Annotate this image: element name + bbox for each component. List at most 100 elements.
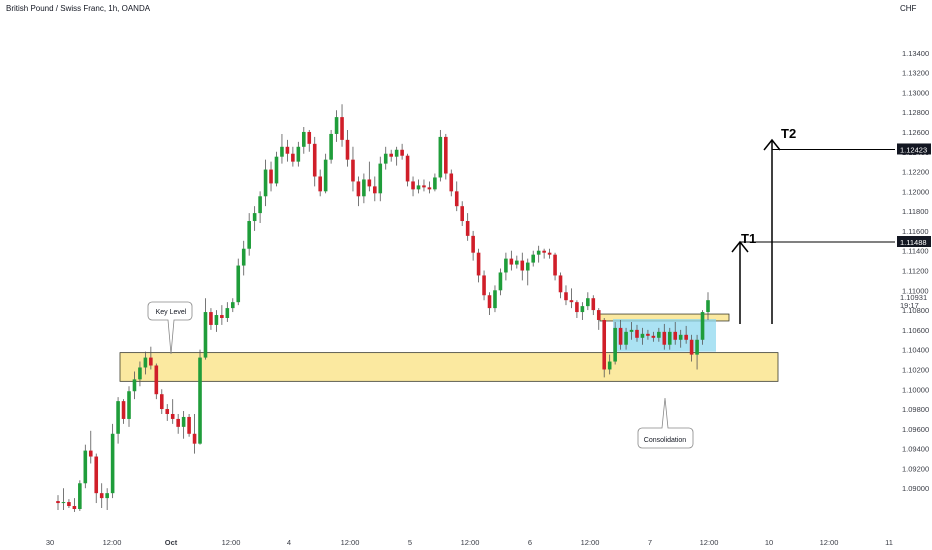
- candle-body: [558, 275, 563, 293]
- candle-body: [296, 146, 301, 162]
- candle-body: [635, 329, 639, 338]
- y-tick-label: 1.10400: [902, 346, 929, 355]
- candle-body: [394, 149, 399, 157]
- candle-body: [629, 329, 634, 332]
- candle: [586, 292, 590, 311]
- candle-body: [301, 131, 306, 147]
- candle: [312, 136, 317, 187]
- candle-body: [132, 379, 137, 392]
- candle-body: [329, 133, 333, 160]
- candle-body: [362, 179, 366, 197]
- candle-body: [427, 187, 432, 190]
- x-tick-label: 30: [46, 538, 54, 547]
- candle: [203, 298, 208, 360]
- candle: [132, 371, 137, 400]
- candle-body: [613, 327, 617, 362]
- candle: [291, 146, 295, 167]
- t2-arrow-head: [763, 138, 781, 151]
- candle-body: [389, 153, 393, 157]
- candle: [236, 258, 241, 306]
- candle: [673, 321, 678, 345]
- candle-body: [334, 117, 339, 134]
- candle-body: [187, 416, 191, 434]
- candle: [454, 181, 459, 212]
- candle: [274, 151, 279, 187]
- candle: [569, 288, 574, 309]
- candle: [504, 252, 508, 281]
- candle-body: [449, 173, 454, 192]
- candle-body: [209, 312, 213, 325]
- candle: [165, 404, 170, 421]
- candle-body: [509, 258, 514, 265]
- candle-body: [596, 310, 601, 320]
- candle-body: [312, 143, 317, 177]
- candle: [138, 361, 142, 387]
- chart-title: British Pound / Swiss Franc, 1h, OANDA: [6, 4, 151, 13]
- candle: [373, 176, 377, 202]
- candle: [110, 423, 115, 499]
- price-axis[interactable]: 1.13400 1.13200 1.13000 1.12800 1.12600 1.124…: [897, 49, 931, 493]
- candle: [383, 146, 388, 170]
- candle: [700, 310, 705, 345]
- currency-label: CHF: [900, 4, 917, 13]
- candle-body: [181, 416, 186, 427]
- candle: [181, 411, 186, 439]
- candle-body: [110, 433, 115, 494]
- y-tick-label: 1.11800: [902, 207, 929, 216]
- candle: [121, 399, 126, 424]
- candle-body: [318, 176, 322, 192]
- x-tick-label: 7: [648, 538, 652, 547]
- y-tick-label: 1.13200: [902, 69, 929, 78]
- candle-body: [170, 413, 175, 419]
- candle: [252, 206, 257, 231]
- candle: [471, 230, 475, 261]
- candle: [646, 329, 650, 340]
- candle: [476, 248, 481, 283]
- candle-body: [525, 262, 530, 271]
- time-axis[interactable]: 30 12:00 Oct 12:00 4 12:00 5 12:00 6 12:00 7 12:00 1…: [46, 538, 893, 547]
- candle-body: [88, 450, 93, 457]
- candle: [187, 413, 191, 437]
- candle: [192, 413, 197, 454]
- candle: [405, 153, 410, 187]
- candle: [170, 399, 175, 424]
- candle-body: [678, 334, 683, 340]
- candle-body: [258, 196, 262, 214]
- candle-body: [504, 258, 508, 273]
- candle-body: [72, 506, 77, 509]
- candle: [613, 321, 617, 365]
- candle-body: [138, 367, 142, 380]
- y-tick-label: 1.10000: [902, 385, 929, 394]
- candle-body: [706, 300, 710, 313]
- candle: [127, 386, 131, 427]
- candle-body: [269, 169, 273, 184]
- y-tick-label: 1.13000: [902, 88, 929, 97]
- candle: [580, 302, 585, 320]
- candle-body: [176, 418, 180, 427]
- candle-body: [433, 177, 437, 190]
- candle: [575, 300, 579, 318]
- candle-body: [351, 159, 355, 182]
- candle: [482, 270, 486, 301]
- candle-body: [515, 260, 519, 265]
- x-tick-label: 12:00: [103, 538, 122, 547]
- candle: [689, 334, 694, 362]
- candle-body: [602, 319, 607, 370]
- x-tick-label: 4: [287, 538, 291, 547]
- y-tick-label: 1.11000: [902, 286, 929, 295]
- candle-body: [220, 315, 224, 318]
- candle-body: [149, 357, 153, 366]
- candle: [678, 329, 683, 348]
- price-label: 1.10931: [900, 293, 927, 302]
- candle-body: [291, 153, 295, 162]
- candle: [280, 133, 284, 164]
- candle: [657, 327, 661, 342]
- y-tick-label: 1.09600: [902, 425, 929, 434]
- key-level-label: Key Level: [156, 309, 187, 316]
- candle-body: [241, 248, 246, 266]
- candle-body: [214, 315, 219, 325]
- y-tick-label: 1.12800: [902, 108, 929, 117]
- candle-body: [236, 265, 241, 303]
- candle: [498, 268, 503, 296]
